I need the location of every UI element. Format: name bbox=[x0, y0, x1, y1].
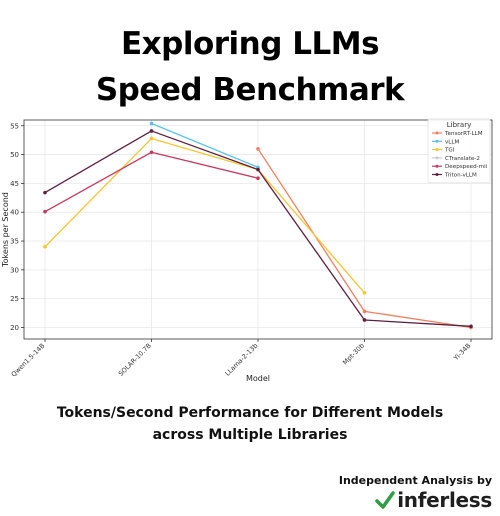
data-point-vllm bbox=[149, 121, 154, 126]
series-line-tgi bbox=[44, 137, 365, 294]
legend-marker-triton-vllm bbox=[435, 173, 439, 176]
series-lines bbox=[43, 121, 473, 330]
y-tick-label: 25 bbox=[10, 295, 19, 303]
legend-marker-vllm bbox=[435, 139, 439, 143]
title-line-1: Exploring LLMs bbox=[120, 26, 380, 62]
data-point-triton-vllm bbox=[256, 167, 260, 172]
legend: Library TensorRT-LLM vLLM TGI CTranslate-2 D… bbox=[427, 118, 491, 184]
legend-box bbox=[427, 118, 491, 184]
legend-marker-deepspeed-mii bbox=[435, 164, 439, 168]
y-tick-label: 35 bbox=[10, 238, 19, 246]
caption-line-1: Tokens/Second Performance for Different … bbox=[56, 405, 444, 421]
data-point-tensorrt-llm bbox=[256, 147, 260, 151]
legend-marker-tensorrt-llm bbox=[435, 131, 439, 135]
data-point-triton-vllm bbox=[469, 324, 473, 329]
legend-title: Library bbox=[447, 121, 471, 129]
x-axis-label: Model bbox=[246, 374, 270, 383]
x-tick-label: Qwen1.5-14B bbox=[10, 342, 47, 379]
caption-line-2: across Multiple Libraries bbox=[152, 427, 348, 443]
legend-label-tgi: TGI bbox=[444, 148, 455, 154]
legend-label-vllm: vLLM bbox=[445, 139, 460, 145]
legend-items: TensorRT-LLM vLLM TGI CTranslate-2 Deepspeed… bbox=[432, 131, 488, 179]
legend-marker-ctranslate-2 bbox=[435, 156, 439, 160]
series-line-vllm bbox=[151, 122, 259, 168]
data-point-tgi bbox=[362, 291, 367, 295]
data-point-tgi bbox=[43, 244, 47, 249]
x-tick-label: LLama-2-13b bbox=[224, 342, 260, 378]
brand-check-icon bbox=[375, 491, 396, 509]
x-tick-label: Yi-34B bbox=[451, 342, 472, 363]
y-tick-label: 30 bbox=[10, 266, 19, 274]
data-point-deepspeed-mii bbox=[256, 176, 260, 181]
x-tick-label: SOLAR-10.7B bbox=[117, 342, 153, 378]
data-point-triton-vllm bbox=[149, 129, 154, 133]
y-axis-label: Tokens per Second bbox=[1, 192, 10, 268]
data-point-triton-vllm bbox=[43, 190, 47, 195]
legend-label-triton-vllm: Triton-vLLM bbox=[444, 173, 477, 179]
y-tick-label: 55 bbox=[10, 122, 19, 130]
data-point-deepspeed-mii bbox=[43, 209, 47, 214]
brand-name: inferless bbox=[397, 488, 492, 512]
data-point-triton-vllm bbox=[362, 318, 367, 322]
grid bbox=[24, 120, 492, 339]
data-point-tensorrt-llm bbox=[362, 309, 367, 314]
data-point-deepspeed-mii bbox=[149, 150, 154, 155]
y-tick-label: 40 bbox=[10, 209, 19, 217]
legend-label-tensorrt-llm: TensorRT-LLM bbox=[444, 131, 483, 137]
benchmark-chart: 20 25 30 35 40 45 50 55 Qwen1.5-14B SOLAR-10.7B L… bbox=[1, 118, 493, 383]
x-tick-label: Mpt-30b bbox=[341, 342, 366, 367]
x-axis: Qwen1.5-14B SOLAR-10.7B LLama-2-13b Mpt-30b… bbox=[10, 339, 472, 379]
title-line-2: Speed Benchmark bbox=[95, 72, 405, 108]
legend-label-deepspeed-mii: Deepspeed-mii bbox=[445, 164, 488, 170]
footer-label: Independent Analysis by bbox=[338, 474, 492, 487]
y-axis: 20 25 30 35 40 45 50 55 bbox=[10, 122, 24, 332]
y-tick-label: 20 bbox=[10, 324, 19, 332]
legend-marker-tgi bbox=[435, 148, 439, 152]
brand-logo: inferless bbox=[375, 488, 492, 512]
data-point-tgi bbox=[149, 136, 154, 141]
y-tick-label: 50 bbox=[10, 151, 19, 159]
y-tick-label: 45 bbox=[10, 180, 19, 188]
legend-label-ctranslate-2: CTranslate-2 bbox=[445, 156, 480, 162]
